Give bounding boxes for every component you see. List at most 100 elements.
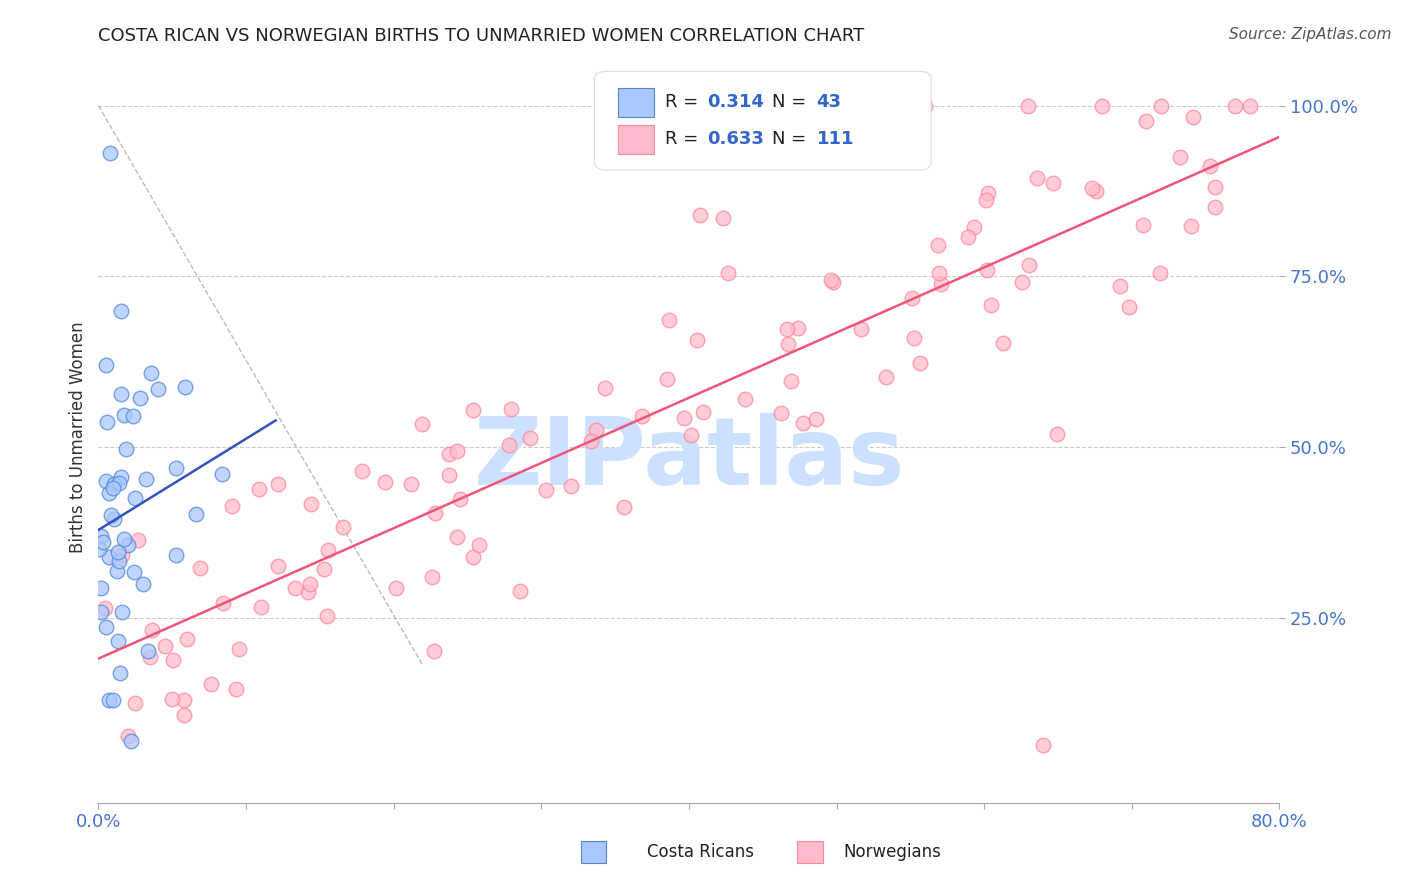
Bar [797, 841, 823, 863]
Point [1109, 279, 1132, 293]
Point [851, 322, 873, 336]
Point [314, 562, 336, 576]
Point [103, 511, 125, 525]
Point [585, 424, 607, 438]
Text: Costa Ricans: Costa Ricans [647, 843, 754, 861]
Point [1026, 170, 1049, 185]
Point [101, 481, 124, 495]
Point [98, 550, 121, 565]
Point [1199, 159, 1222, 173]
FancyBboxPatch shape [595, 71, 931, 170]
Point [928, 266, 950, 280]
Point [267, 558, 290, 573]
Point [91, 535, 114, 549]
Point [136, 644, 159, 658]
Point [124, 696, 146, 710]
Point [135, 472, 157, 486]
Point [122, 409, 145, 423]
Point [655, 372, 678, 386]
Point [776, 336, 799, 351]
Point [94, 620, 117, 634]
Point [1032, 738, 1054, 752]
Point [399, 477, 422, 491]
Point [769, 406, 792, 420]
Point [94, 359, 117, 373]
Point [927, 237, 949, 252]
Point [991, 336, 1014, 351]
Point [141, 623, 163, 637]
Point [1204, 179, 1226, 194]
Point [1084, 184, 1107, 198]
Point [1180, 219, 1202, 233]
Point [165, 549, 187, 563]
Point [103, 693, 125, 707]
Point [449, 491, 471, 506]
Bar [581, 841, 606, 863]
Point [673, 410, 696, 425]
Point [679, 428, 702, 442]
Point [498, 438, 520, 452]
Point [111, 605, 134, 619]
Point [689, 208, 711, 222]
Point [107, 633, 129, 648]
Point [692, 405, 714, 419]
Point [717, 266, 740, 280]
Point [96, 415, 118, 429]
Point [89, 542, 111, 557]
Text: N =: N = [772, 129, 811, 148]
Point [108, 554, 131, 568]
Point [155, 639, 177, 653]
Point [225, 681, 247, 696]
Point [267, 476, 290, 491]
Point [162, 653, 184, 667]
Point [200, 677, 222, 691]
Point [1091, 98, 1114, 112]
Point [976, 186, 998, 200]
Point [111, 549, 134, 563]
Point [509, 584, 531, 599]
Point [211, 596, 233, 610]
Point [1149, 266, 1171, 280]
Point [980, 298, 1002, 312]
Point [908, 356, 931, 370]
Point [579, 434, 602, 448]
Point [90, 529, 112, 543]
Point [1081, 181, 1104, 195]
Point [446, 443, 468, 458]
Point [734, 392, 756, 407]
Point [94, 600, 117, 615]
Point [374, 475, 396, 490]
Point [519, 431, 541, 445]
Text: 0.633: 0.633 [707, 129, 763, 148]
Point [103, 477, 125, 491]
Bar [619, 88, 654, 118]
Point [211, 467, 233, 482]
Point [1132, 219, 1154, 233]
Point [110, 666, 132, 681]
Point [1150, 98, 1173, 112]
Point [1046, 427, 1069, 442]
Point [613, 500, 636, 514]
Point [957, 229, 980, 244]
Point [129, 391, 152, 405]
Point [776, 322, 799, 336]
Point [247, 483, 270, 497]
Point [188, 560, 211, 574]
Point [146, 382, 169, 396]
Point [711, 211, 734, 226]
Point [124, 491, 146, 505]
Text: Source: ZipAtlas.com: Source: ZipAtlas.com [1229, 27, 1392, 42]
Point [1223, 98, 1246, 112]
Text: R =: R = [665, 93, 704, 112]
Point [914, 98, 936, 112]
Point [350, 464, 373, 478]
Point [97, 486, 120, 500]
Point [249, 599, 271, 614]
Point [117, 730, 139, 744]
Point [176, 632, 198, 646]
Point [787, 321, 810, 335]
Point [221, 500, 243, 514]
Point [124, 565, 146, 579]
Point [228, 641, 250, 656]
Point [501, 401, 523, 416]
